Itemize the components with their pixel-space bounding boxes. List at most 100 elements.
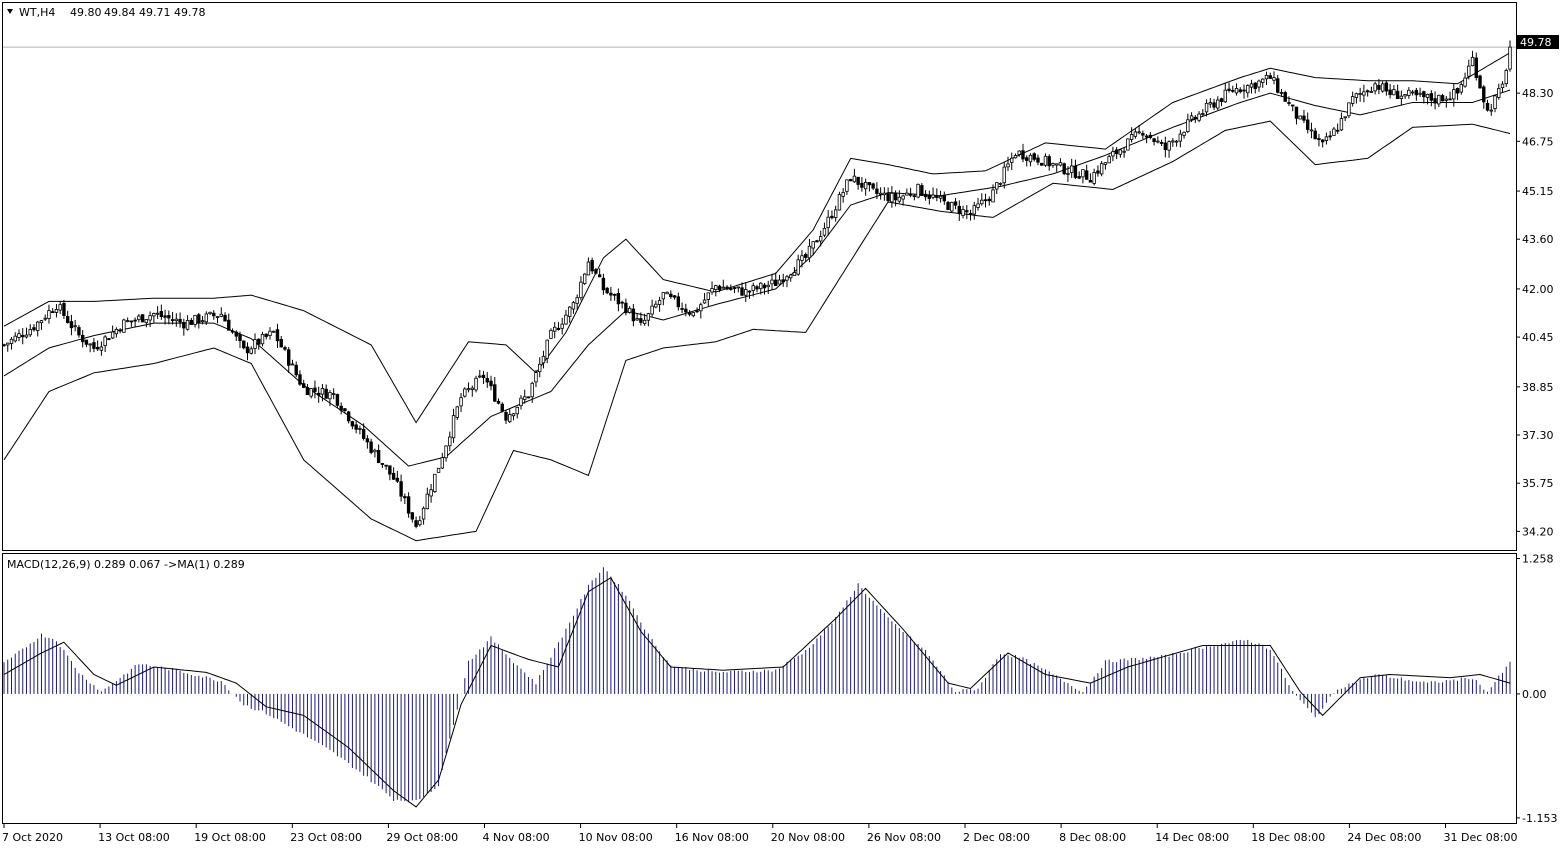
candle-body <box>474 377 478 391</box>
candle <box>17 329 21 342</box>
candle <box>1069 158 1074 178</box>
candle <box>1223 82 1227 103</box>
candle-body <box>526 396 531 399</box>
candle-body <box>118 329 122 332</box>
candle <box>174 313 179 327</box>
main-header: WT,H4 49.80 49.84 49.71 49.78 <box>7 6 206 19</box>
candle-body <box>601 277 606 291</box>
candle <box>774 272 778 287</box>
candle-body <box>560 323 564 329</box>
candle <box>328 390 332 407</box>
candle <box>1122 147 1126 158</box>
candle-body <box>822 228 827 236</box>
candle <box>32 324 36 332</box>
candle-body <box>84 339 89 345</box>
candle-body <box>504 411 508 421</box>
candle <box>605 286 609 295</box>
candle-body <box>1354 93 1359 98</box>
candle <box>260 331 265 347</box>
candle-body <box>2 344 6 347</box>
candle-body <box>189 319 194 325</box>
candle-body <box>1246 85 1250 94</box>
candle-body <box>796 259 800 275</box>
candle-body <box>1084 170 1089 180</box>
candle <box>1099 161 1104 177</box>
candle-body <box>1249 83 1254 88</box>
candle-body <box>908 193 913 196</box>
candle <box>287 347 291 373</box>
candle-body <box>373 449 377 453</box>
candle <box>268 327 272 340</box>
candle-body <box>1452 89 1456 100</box>
candle <box>1392 85 1396 96</box>
candle <box>1234 83 1239 96</box>
candle-body <box>556 327 561 330</box>
time-tick-label: 7 Oct 2020 <box>2 831 63 844</box>
candle-body <box>837 194 842 211</box>
candle <box>867 182 872 192</box>
candle-body <box>515 406 519 415</box>
candle-body <box>695 310 699 313</box>
candle-body <box>152 313 156 317</box>
close-value: 49.78 <box>174 6 206 19</box>
candle <box>118 328 122 334</box>
candle-body <box>1350 96 1355 104</box>
candle-body <box>1092 172 1096 184</box>
candle-body <box>1216 99 1220 109</box>
candle <box>519 395 523 410</box>
candle <box>365 435 370 449</box>
candle <box>103 335 107 353</box>
candle <box>792 267 797 276</box>
candle <box>905 188 909 196</box>
candle <box>77 324 81 338</box>
candle <box>931 187 935 200</box>
macd-panel <box>2 553 1517 824</box>
candle <box>391 467 396 480</box>
candle-body <box>972 205 976 215</box>
candle <box>257 338 261 350</box>
candle <box>466 382 471 393</box>
candle <box>137 314 141 323</box>
candle-body <box>283 347 287 350</box>
candle-body <box>856 176 860 185</box>
candle <box>893 190 898 207</box>
candle <box>410 511 415 523</box>
candle-body <box>107 338 111 341</box>
candle-body <box>163 315 167 318</box>
candle-body <box>215 316 220 318</box>
candle <box>1216 96 1220 111</box>
candle-body <box>863 181 868 190</box>
candle <box>1365 89 1370 97</box>
candle-body <box>1482 86 1486 103</box>
candle-body <box>1156 140 1160 143</box>
candle-body <box>612 293 617 296</box>
candle-body <box>481 374 486 379</box>
candle <box>1073 159 1078 180</box>
candle <box>1362 84 1366 103</box>
candle <box>725 285 729 291</box>
candle <box>538 357 542 378</box>
candle <box>1437 94 1441 108</box>
collapse-triangle-icon[interactable] <box>7 9 13 14</box>
candle <box>140 314 145 323</box>
candle <box>965 205 969 220</box>
candle <box>167 310 171 325</box>
candle <box>170 311 175 325</box>
candle <box>1504 68 1508 87</box>
candle-body <box>774 279 778 287</box>
candle <box>530 381 534 403</box>
candle <box>856 176 860 190</box>
candle <box>1264 71 1269 85</box>
macd-signal-line <box>3 577 1511 808</box>
candle-body <box>1141 133 1145 136</box>
candle-body <box>987 198 991 202</box>
candle-body <box>1467 65 1471 77</box>
candle <box>1425 93 1430 105</box>
candle <box>84 339 89 348</box>
candle-body <box>148 315 152 321</box>
candle-body <box>51 311 55 314</box>
candle-body <box>1006 163 1010 168</box>
macd-tick-label: 0.00 <box>1522 688 1547 701</box>
candle-body <box>1478 75 1482 89</box>
candle-body <box>1418 92 1422 95</box>
